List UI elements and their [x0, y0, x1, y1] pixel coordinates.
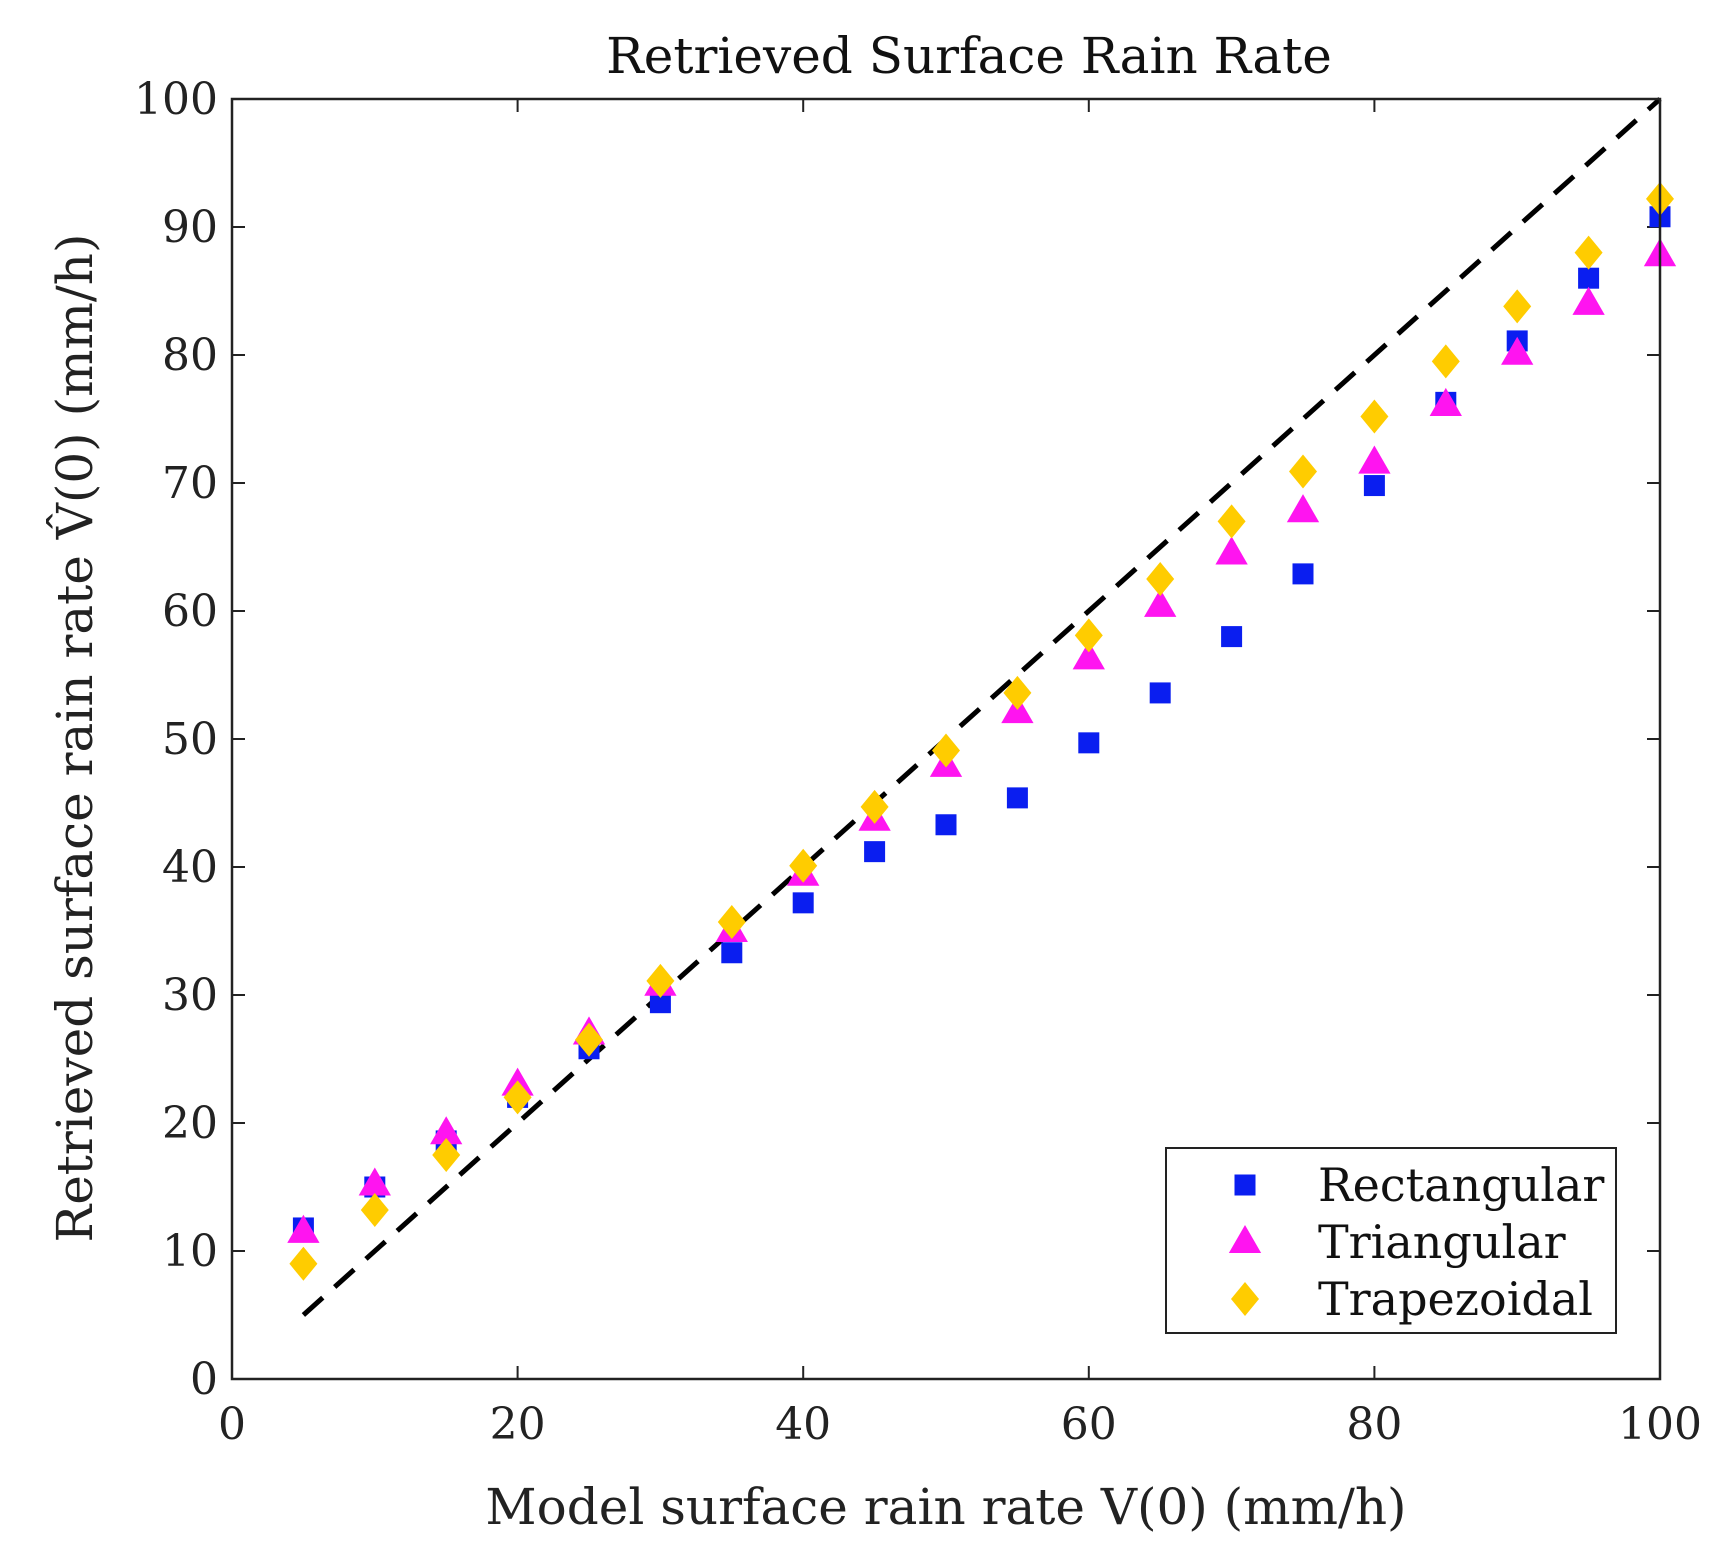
y-tick-label: 80: [162, 330, 218, 381]
y-tick-labels: 0 10 20 30 40 50 60 70 80 90 100: [134, 74, 218, 1405]
y-tick-label: 50: [162, 714, 218, 765]
triangular-point: [1072, 641, 1105, 670]
y-tick-label: 10: [162, 1226, 218, 1277]
trapezoidal-point: [503, 1080, 532, 1115]
legend-item-rectangular: Rectangular: [1234, 1158, 1604, 1212]
x-tick-label: 20: [490, 1399, 546, 1450]
x-tick-label: 80: [1346, 1399, 1402, 1450]
x-tick-label: 100: [1618, 1399, 1702, 1450]
rectangular-point: [792, 892, 814, 914]
triangular-point: [358, 1167, 391, 1196]
y-tick-label: 20: [162, 1098, 218, 1149]
triangular-point: [1215, 536, 1248, 565]
trapezoidal-point: [289, 1246, 318, 1281]
rectangular-point: [864, 841, 886, 863]
triangular-point: [430, 1116, 463, 1145]
triangular-point: [1572, 286, 1605, 315]
trapezoidal-point: [932, 733, 960, 768]
y-tick-label: 90: [162, 202, 218, 253]
legend-item-trapezoidal: Trapezoidal: [1231, 1272, 1593, 1326]
y-tick-label: 30: [162, 970, 218, 1021]
triangular-point: [1501, 336, 1534, 365]
trapezoidal-point: [1146, 562, 1175, 596]
trapezoidal-point: [860, 789, 889, 824]
trapezoidal-point: [646, 963, 675, 998]
rectangular-point: [1078, 732, 1100, 754]
legend-label: Trapezoidal: [1318, 1272, 1593, 1326]
triangular-point: [1144, 588, 1177, 617]
rectangular-point: [649, 992, 671, 1014]
triangular-point: [1286, 494, 1320, 523]
y-tick-label: 60: [162, 586, 218, 637]
legend-marker-rectangular: [1234, 1174, 1256, 1196]
x-tick-labels: 0 20 40 60 80 100: [218, 1399, 1702, 1450]
rectangular-point: [1578, 267, 1600, 289]
trapezoidal-point: [432, 1138, 461, 1172]
trapezoidal-point: [1217, 504, 1246, 539]
trapezoidal-point: [1360, 399, 1389, 434]
triangular-point: [287, 1214, 320, 1243]
trapezoidal-point: [1003, 675, 1032, 710]
chart-title: Retrieved Surface Rain Rate: [606, 27, 1332, 85]
series-trapezoidal: [289, 181, 1674, 1281]
trapezoidal-point: [360, 1193, 389, 1228]
triangular-point: [1358, 445, 1391, 474]
series-triangular: [287, 238, 1677, 1243]
trapezoidal-point: [717, 905, 746, 940]
y-tick-label: 40: [162, 842, 218, 893]
y-axis-label: Retrieved surface rain rate V̂(0) (mm/h): [45, 234, 104, 1243]
rectangular-point: [721, 942, 743, 964]
trapezoidal-point: [575, 1022, 603, 1057]
x-tick-label: 40: [775, 1399, 831, 1450]
x-axis-label: Model surface rain rate V(0) (mm/h): [485, 1478, 1406, 1536]
trapezoidal-point: [1074, 618, 1103, 653]
rectangular-point: [935, 814, 957, 836]
rectangular-point: [1149, 682, 1171, 704]
reference-line: [301, 97, 1662, 1317]
rectangular-point: [1006, 787, 1028, 809]
trapezoidal-point: [789, 848, 818, 883]
legend-label: Triangular: [1318, 1215, 1566, 1269]
plot-frame: [230, 97, 1662, 1381]
y-tick-label: 100: [134, 74, 218, 125]
rectangular-point: [1221, 626, 1243, 648]
legend-marker-triangular: [1228, 1225, 1262, 1254]
trapezoidal-point: [1574, 235, 1603, 270]
legend-item-triangular: Triangular: [1228, 1215, 1566, 1269]
trapezoidal-point: [1431, 344, 1460, 379]
x-tick-label: 60: [1061, 1399, 1117, 1450]
triangular-point: [1429, 387, 1462, 416]
x-tick-label: 0: [218, 1399, 246, 1450]
trapezoidal-point: [1503, 289, 1532, 324]
legend-label: Rectangular: [1318, 1158, 1604, 1212]
trapezoidal-point: [1289, 454, 1317, 489]
y-tick-label: 0: [190, 1354, 218, 1405]
rectangular-point: [1292, 563, 1314, 585]
data-markers: [287, 181, 1677, 1281]
legend-marker-trapezoidal: [1231, 1282, 1259, 1316]
rectangular-point: [1363, 475, 1385, 497]
y-tick-label: 70: [162, 458, 218, 509]
